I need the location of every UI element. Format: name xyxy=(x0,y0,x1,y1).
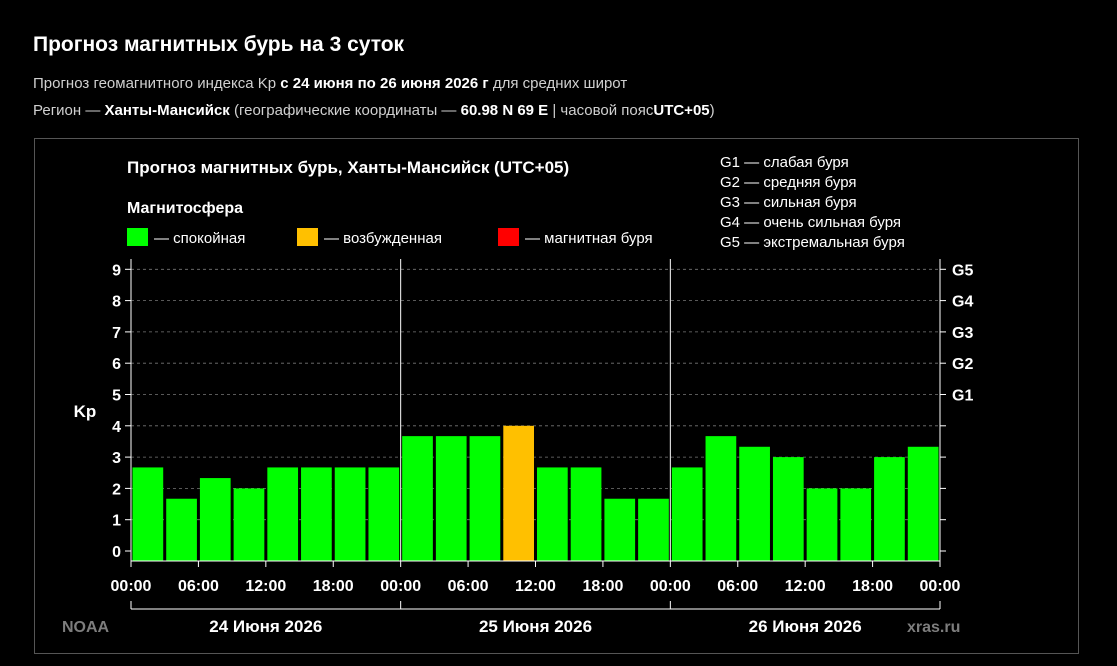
region-name: Ханты-Мансийск xyxy=(104,102,230,119)
x-tick-label: 06:00 xyxy=(448,578,489,595)
kp-bar xyxy=(199,478,231,561)
x-tick-label: 00:00 xyxy=(380,578,421,595)
x-tick-label: 12:00 xyxy=(245,578,286,595)
kp-bar xyxy=(435,436,467,561)
kp-bar xyxy=(503,425,534,561)
legend-label: — магнитная буря xyxy=(525,230,653,247)
kp-bar xyxy=(705,436,737,561)
region-prefix: Регион — xyxy=(33,102,101,119)
source-noaa: NOAA xyxy=(62,619,110,636)
day-label: 25 Июня 2026 xyxy=(479,617,592,636)
kp-bar xyxy=(638,498,669,561)
g-tick-label: G3 xyxy=(952,325,973,342)
kp-bar xyxy=(840,488,872,561)
x-tick-label: 18:00 xyxy=(852,578,893,595)
legend-title: Магнитосфера xyxy=(127,200,243,217)
x-tick-label: 00:00 xyxy=(650,578,691,595)
kp-bar xyxy=(368,467,400,561)
kp-bar xyxy=(874,457,905,561)
kp-bar xyxy=(267,467,299,561)
x-tick-label: 12:00 xyxy=(515,578,556,595)
kp-bar xyxy=(233,488,265,561)
x-tick-label: 00:00 xyxy=(111,578,152,595)
y-axis-label: Kp xyxy=(74,402,97,421)
date-range: с 24 июня по 26 июня 2026 г xyxy=(280,75,489,92)
y-tick-label: 5 xyxy=(112,388,121,405)
storm-level-label: G1 — слабая буря xyxy=(720,154,849,171)
day-label: 26 Июня 2026 xyxy=(749,617,862,636)
kp-bar xyxy=(907,446,939,561)
subtitle-prefix: Прогноз геомагнитного индекса Kp xyxy=(33,75,277,92)
legend-swatch xyxy=(297,228,318,246)
x-tick-label: 12:00 xyxy=(785,578,826,595)
kp-bar xyxy=(166,498,197,561)
y-tick-label: 6 xyxy=(112,356,121,373)
tz-value: UTC+05 xyxy=(653,102,710,119)
y-tick-label: 8 xyxy=(112,294,121,311)
x-tick-label: 06:00 xyxy=(178,578,219,595)
kp-bar xyxy=(334,467,366,561)
x-tick-label: 06:00 xyxy=(717,578,758,595)
region-line: Регион — Ханты-Мансийск (географические … xyxy=(33,102,715,119)
legend-label: — спокойная xyxy=(154,230,245,247)
kp-bar xyxy=(806,488,838,561)
y-tick-label: 9 xyxy=(112,262,121,279)
tz-label: | часовой пояс xyxy=(552,102,654,119)
g-tick-label: G5 xyxy=(952,262,973,279)
y-tick-label: 2 xyxy=(112,481,121,498)
chart-panel: Прогноз магнитных бурь, Ханты-Мансийск (… xyxy=(34,138,1079,654)
x-tick-label: 00:00 xyxy=(920,578,961,595)
subtitle-suffix: для средних широт xyxy=(492,75,628,92)
kp-bar xyxy=(301,467,332,561)
chart-title: Прогноз магнитных бурь, Ханты-Мансийск (… xyxy=(127,158,569,177)
region-close: ) xyxy=(709,102,715,119)
g-tick-label: G2 xyxy=(952,356,973,373)
kp-bar xyxy=(772,457,804,561)
y-tick-label: 1 xyxy=(112,513,121,530)
y-tick-label: 0 xyxy=(112,544,121,561)
source-xras: xras.ru xyxy=(907,619,960,636)
storm-level-label: G4 — очень сильная буря xyxy=(720,214,901,231)
x-tick-label: 18:00 xyxy=(582,578,623,595)
kp-bar xyxy=(537,467,568,561)
g-tick-label: G4 xyxy=(952,294,973,311)
day-label: 24 Июня 2026 xyxy=(209,617,322,636)
legend-label: — возбужденная xyxy=(324,230,442,247)
kp-bar xyxy=(469,436,501,561)
kp-bar xyxy=(132,467,164,561)
kp-bar xyxy=(739,446,770,561)
x-tick-label: 18:00 xyxy=(313,578,354,595)
storm-level-label: G2 — средняя буря xyxy=(720,174,857,191)
storm-level-label: G3 — сильная буря xyxy=(720,194,857,211)
kp-bar xyxy=(604,498,636,561)
kp-bar xyxy=(671,467,703,561)
coords-value: 60.98 N 69 E xyxy=(460,102,549,119)
legend-swatch xyxy=(127,228,148,246)
kp-bar xyxy=(570,467,602,561)
y-tick-label: 7 xyxy=(112,325,121,342)
legend-swatch xyxy=(498,228,519,246)
page-title: Прогноз магнитных бурь на 3 суток xyxy=(33,33,405,56)
storm-level-label: G5 — экстремальная буря xyxy=(720,234,905,251)
forecast-subtitle: Прогноз геомагнитного индекса Kp с 24 ию… xyxy=(33,75,627,92)
g-tick-label: G1 xyxy=(952,388,973,405)
kp-bar xyxy=(402,436,433,561)
coords-label: (географические координаты — xyxy=(233,102,457,119)
y-tick-label: 4 xyxy=(112,419,121,436)
y-tick-label: 3 xyxy=(112,450,121,467)
kp-chart: Прогноз магнитных бурь, Ханты-Мансийск (… xyxy=(62,154,973,636)
